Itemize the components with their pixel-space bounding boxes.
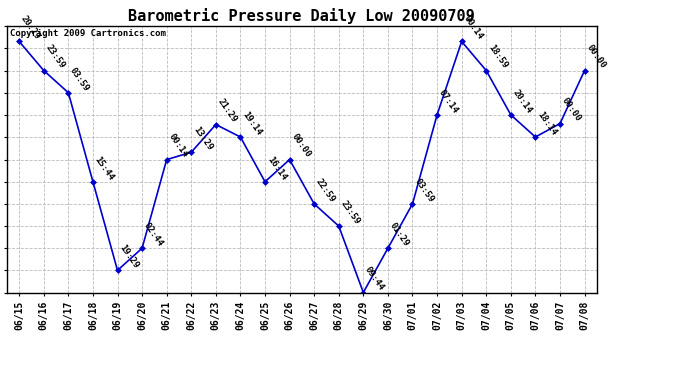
Text: 19:29: 19:29 — [117, 243, 140, 270]
Text: 13:29: 13:29 — [191, 125, 214, 152]
Text: 02:44: 02:44 — [142, 221, 165, 248]
Text: 07:14: 07:14 — [437, 88, 460, 115]
Text: 09:44: 09:44 — [364, 266, 386, 292]
Text: 00:00: 00:00 — [584, 44, 607, 70]
Text: 20:14: 20:14 — [511, 88, 533, 115]
Text: 21:29: 21:29 — [216, 98, 239, 124]
Text: 00:14: 00:14 — [167, 132, 190, 160]
Text: Copyright 2009 Cartronics.com: Copyright 2009 Cartronics.com — [10, 29, 166, 38]
Text: 23:59: 23:59 — [339, 199, 362, 226]
Text: 19:14: 19:14 — [240, 110, 263, 137]
Text: 22:59: 22:59 — [314, 177, 337, 204]
Text: 18:14: 18:14 — [535, 110, 558, 137]
Text: 23:59: 23:59 — [43, 44, 66, 70]
Title: Barometric Pressure Daily Low 20090709: Barometric Pressure Daily Low 20090709 — [128, 8, 475, 24]
Text: 18:59: 18:59 — [486, 44, 509, 70]
Text: 15:44: 15:44 — [93, 154, 116, 182]
Text: 16:14: 16:14 — [265, 154, 288, 182]
Text: 01:29: 01:29 — [388, 221, 411, 248]
Text: 20:29: 20:29 — [19, 14, 42, 42]
Text: 03:59: 03:59 — [68, 66, 91, 93]
Text: 00:14: 00:14 — [462, 14, 484, 42]
Text: 00:00: 00:00 — [290, 132, 313, 160]
Text: 00:00: 00:00 — [560, 96, 583, 124]
Text: 03:59: 03:59 — [413, 177, 435, 204]
